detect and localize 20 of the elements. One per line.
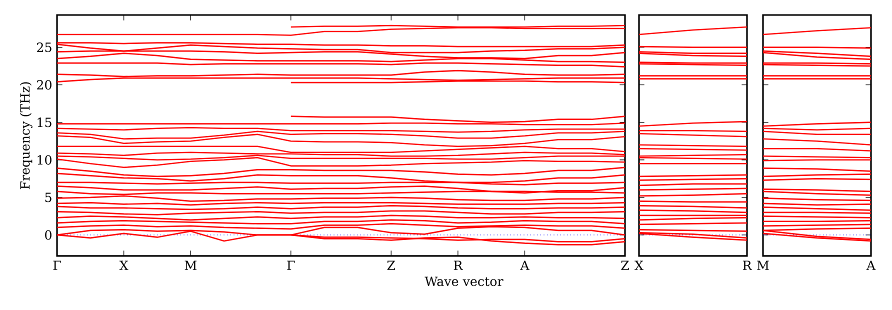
x-tick-label: A xyxy=(520,260,530,270)
y-tick-label: 25 xyxy=(37,42,52,52)
y-tick-label: 5 xyxy=(45,192,52,202)
y-tick-label: 20 xyxy=(37,80,52,90)
x-axis-title: Wave vector xyxy=(424,276,504,286)
x-tick-label: M xyxy=(184,260,197,270)
x-tick-label: X xyxy=(634,260,644,270)
y-tick-label: 0 xyxy=(45,230,52,240)
y-tick-label: 15 xyxy=(38,118,52,128)
x-tick-label: M xyxy=(757,260,769,270)
y-axis-title: Frequency (THz) xyxy=(20,82,32,190)
x-tick-label: A xyxy=(866,260,876,270)
x-tick-label: X xyxy=(119,260,128,270)
x-tick-label: Z xyxy=(387,260,396,270)
x-tick-label: R xyxy=(454,260,464,270)
x-tick-label: Γ xyxy=(287,260,295,270)
x-tick-label: Γ xyxy=(53,260,61,270)
y-tick-label: 10 xyxy=(38,155,52,165)
x-tick-label: Z xyxy=(621,260,629,270)
x-tick-label: R xyxy=(742,260,752,270)
